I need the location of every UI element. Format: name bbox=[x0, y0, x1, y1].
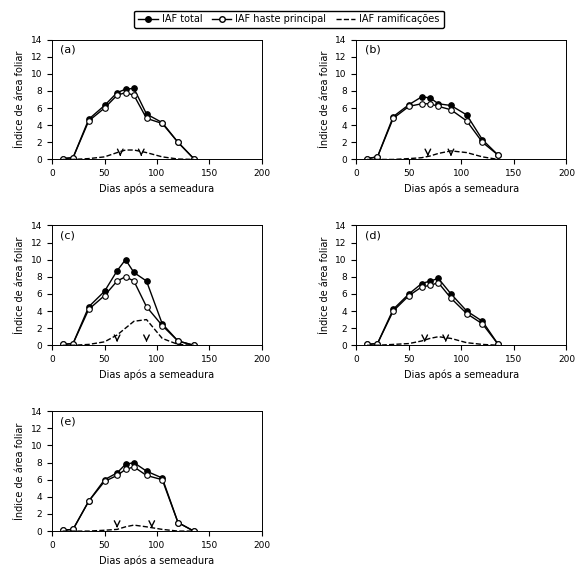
Text: (d): (d) bbox=[365, 230, 381, 240]
X-axis label: Dias após a semeadura: Dias após a semeadura bbox=[99, 555, 214, 565]
X-axis label: Dias após a semeadura: Dias após a semeadura bbox=[404, 370, 519, 380]
Y-axis label: Índice de área foliar: Índice de área foliar bbox=[320, 51, 329, 148]
X-axis label: Dias após a semeadura: Dias após a semeadura bbox=[99, 370, 214, 380]
Y-axis label: Índice de área foliar: Índice de área foliar bbox=[15, 51, 25, 148]
Y-axis label: Índice de área foliar: Índice de área foliar bbox=[15, 423, 25, 520]
X-axis label: Dias após a semeadura: Dias após a semeadura bbox=[99, 184, 214, 194]
Y-axis label: Índice de área foliar: Índice de área foliar bbox=[15, 237, 25, 334]
Text: (a): (a) bbox=[61, 44, 76, 54]
Text: (c): (c) bbox=[61, 230, 75, 240]
Text: (b): (b) bbox=[365, 44, 381, 54]
Legend: IAF total, IAF haste principal, IAF ramificações: IAF total, IAF haste principal, IAF rami… bbox=[135, 11, 443, 28]
X-axis label: Dias após a semeadura: Dias após a semeadura bbox=[404, 184, 519, 194]
Y-axis label: Índice de área foliar: Índice de área foliar bbox=[320, 237, 329, 334]
Text: (e): (e) bbox=[61, 416, 76, 426]
